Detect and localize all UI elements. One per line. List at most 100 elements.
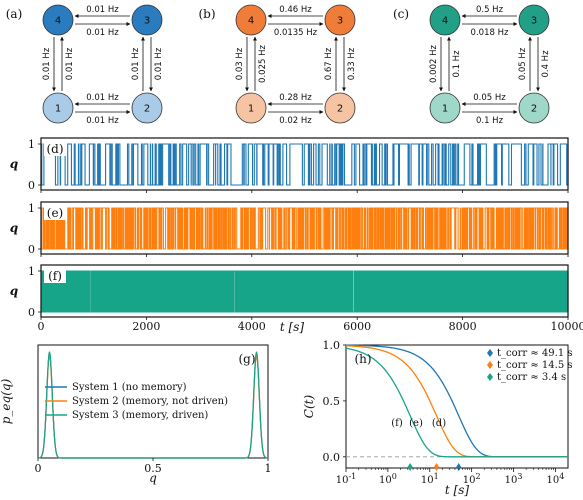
node-circle [42,4,74,36]
rate-label: 0.4 Hz [541,50,551,78]
rate-label: 0.1 Hz [476,116,504,126]
legend-label: System 2 (memory, not driven) [72,396,228,407]
node-circle [131,92,163,124]
xtick-label: 2000 [132,320,160,333]
ytick-label: 1 [28,138,35,151]
node-label: 1 [55,104,61,115]
xtick-label: 100 [379,472,397,486]
rate-label: 0.03 Hz [235,47,245,80]
label-bg [44,267,66,283]
node-label: 3 [531,16,537,27]
xtick-label: 8000 [449,320,477,333]
label-bg [44,204,66,220]
trace-line [41,143,569,186]
correlation-curve [345,347,568,458]
y-axis-label: p_eq(q) [0,378,13,424]
panel-label: (b) [198,7,215,21]
rate-label: 0.46 Hz [279,5,312,15]
rate-label: 0.01 Hz [86,5,119,15]
rate-label: 0.01 Hz [65,47,75,80]
panel-label: (a) [6,7,23,21]
node-circle [324,92,356,124]
xtick-label: 101 [421,472,439,486]
node-circle [42,92,74,124]
node-circle [429,4,461,36]
rate-label: 0.01 Hz [42,47,52,80]
node-circle [429,92,461,124]
y-axis-label: q [10,157,18,171]
xtick-label: 4000 [238,320,266,333]
trace-frame [40,201,569,255]
correlation-panel: (d) (e) (f) 0.0 0.5 1.0 10-1 100 101 102 103 104 t [… [302,339,573,497]
node-label: 3 [144,16,150,27]
panel-label: (h) [354,352,371,366]
rate-label: 0.5 Hz [476,5,504,15]
rate-label: 0.67 Hz [324,47,334,80]
node-label: 4 [442,16,448,27]
xtick-label: 102 [463,472,481,486]
tcorr-marker [456,463,462,471]
trace-line [40,207,569,250]
x-axis-label: t [s] [445,483,469,497]
xtick-label: 1 [265,462,272,475]
xtick-label: 0 [38,320,45,333]
ytick-label: 1 [28,265,35,278]
y-axis-label: q [10,221,18,235]
label-bg [44,140,66,156]
y-axis-label: q [10,284,18,298]
node-label: 2 [337,104,343,115]
node-label: 2 [144,104,150,115]
panel-label: (c) [393,7,409,21]
xtick-label: 0.5 [144,462,162,475]
tcorr-marker [407,463,413,471]
xtick-label: 6000 [343,320,371,333]
node-circle [131,4,163,36]
ytick-label: 0.0 [323,451,341,464]
trace-panel-1: 1 0q (e) [10,201,569,257]
node-label: 4 [248,16,254,27]
ytick-label: 0 [28,243,35,256]
node-circle [235,4,267,36]
ytick-label: 0 [28,179,35,192]
node-label: 1 [248,104,254,115]
x-axis-label: t [s] [280,320,304,334]
curve-label: (e) [409,418,423,429]
legend-label: t_corr ≈ 14.5 s [497,360,573,371]
distribution-panel: 0 0.5 1 q p_eq(q) (g) System 1 (no memory) Syst… [0,344,272,485]
trace-line [41,270,569,313]
xtick-label: 0 [35,462,42,475]
rate-label: 0.01 Hz [86,116,119,126]
legend-marker [487,361,493,369]
tcorr-marker [434,463,440,471]
trace-frame [40,264,569,318]
rate-label: 0.33 Hz [347,47,357,80]
xtick-label: 104 [546,472,564,486]
rate-label: 0.025 Hz [258,45,268,83]
rate-label: 0.1 Hz [452,50,462,78]
node-label: 3 [337,16,343,27]
legend-label: System 1 (no memory) [72,382,187,393]
curve-label: (f) [391,418,403,429]
ytick-label: 1 [28,202,35,215]
legend-label: System 3 (memory, driven) [72,410,208,421]
node-circle [518,92,550,124]
legend-marker [487,349,493,357]
trace-frame [40,137,569,191]
panel-label: (e) [47,206,63,220]
node-circle [518,4,550,36]
network-b: (b) 4 3 1 2 0.46 Hz 0.0135 Hz 0.28 Hz 0.02 Hz 0.0… [198,4,357,126]
trace-panel-2: 1 0q (f) [10,264,569,320]
legend-label: t_corr ≈ 49.1 s [497,348,573,359]
y-axis-label: C(t) [302,395,316,419]
trace-panel-0: 1 0q (d) [10,137,569,193]
network-diagrams: (a) 4 3 1 2 0.01 Hz 0.01 Hz 0.01 Hz 0.01 Hz 0.01 … [6,4,551,126]
panel-label: (f) [48,269,62,283]
rate-label: 0.002 Hz [429,45,439,83]
rate-label: 0.01 Hz [86,93,119,103]
rate-label: 0.02 Hz [279,116,312,126]
ytick-label: 1.0 [323,339,341,352]
node-label: 2 [531,104,537,115]
legend-label: t_corr ≈ 3.4 s [497,372,566,383]
node-circle [235,92,267,124]
